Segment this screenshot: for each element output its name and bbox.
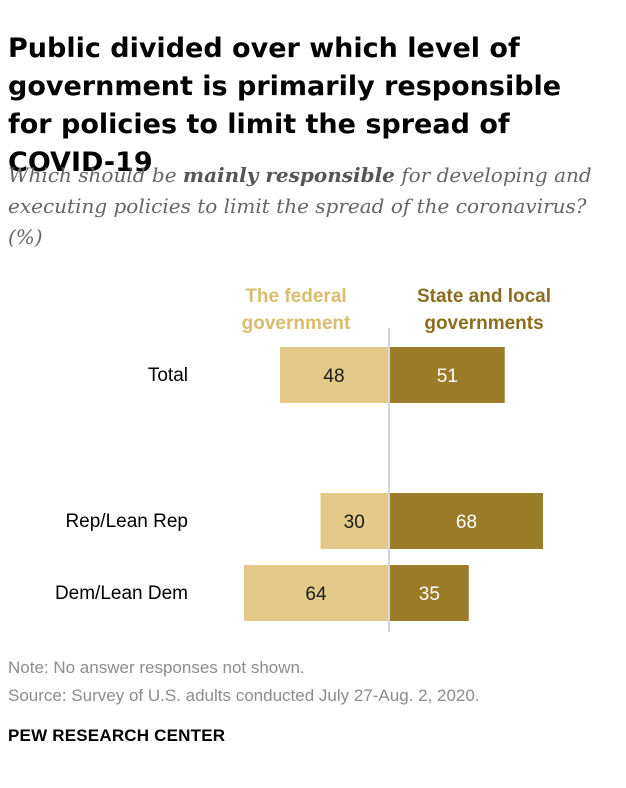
data-label-federal: 48 [323, 366, 344, 387]
bar-state-local [390, 347, 505, 403]
bar-state-local [390, 493, 543, 549]
diverging-bar-chart: The federal government State and local gove… [55, 286, 551, 632]
chart-title: Public divided over which level of gover… [8, 33, 562, 178]
bar-state-local [390, 565, 469, 621]
data-label-state-local: 51 [437, 366, 458, 387]
brand-logo-text: PEW RESEARCH CENTER [8, 726, 226, 745]
category-label: Dem/Lean Dem [55, 583, 188, 604]
subtitle-emphasis: mainly responsible [182, 163, 395, 187]
data-label-federal: 64 [305, 584, 327, 605]
category-label: Rep/Lean Rep [65, 511, 188, 532]
bar-federal [244, 565, 388, 621]
chart-subtitle: Which should be mainly responsible for d… [8, 160, 608, 253]
data-label-state-local: 68 [456, 512, 477, 533]
legend-label-federal: The federal government [242, 286, 351, 334]
subtitle-text-after: for developing and executing policies to… [8, 163, 592, 249]
legend-label-state-local: State and local governments [417, 286, 551, 334]
data-label-state-local: 35 [419, 584, 440, 605]
subtitle-text-before: Which should be [8, 163, 183, 187]
data-label-federal: 30 [344, 512, 365, 533]
bar-federal [320, 493, 388, 549]
source-note: Source: Survey of U.S. adults conducted … [8, 686, 480, 705]
category-label: Total [148, 365, 188, 386]
footnote: Note: No answer responses not shown. [8, 658, 305, 677]
bar-federal [280, 347, 388, 403]
